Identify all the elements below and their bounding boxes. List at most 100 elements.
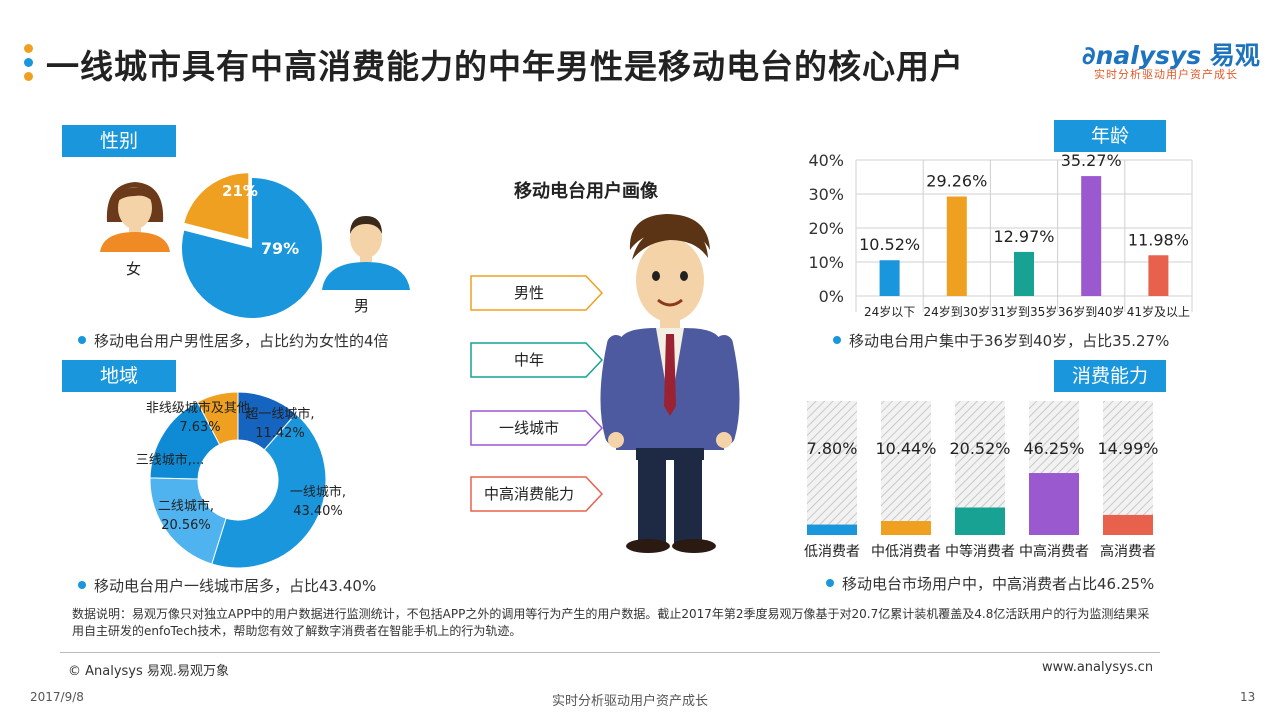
y-tick-label: 0% bbox=[819, 287, 844, 306]
footer-date: 2017/9/8 bbox=[30, 690, 84, 704]
age-bar-value-label: 10.52% bbox=[859, 235, 920, 254]
age-note-text: 移动电台用户集中于36岁到40岁，占比35.27% bbox=[849, 332, 1170, 350]
consumption-bar-background bbox=[1103, 401, 1153, 535]
donut-label-3: 三线城市,... bbox=[136, 452, 205, 468]
bullet-dot bbox=[78, 580, 86, 589]
age-bar-4 bbox=[1148, 255, 1169, 296]
region-note-text: 移动电台用户一线城市居多，占比43.40% bbox=[94, 577, 377, 595]
donut-label-0: 11.42% bbox=[255, 426, 305, 441]
user-persona-illustration bbox=[600, 214, 740, 553]
website-link[interactable]: www.analysys.cn bbox=[1042, 660, 1154, 675]
page-title: 一线城市具有中高消费能力的中年男性是移动电台的核心用户 bbox=[46, 47, 964, 86]
age-bar-1 bbox=[946, 196, 967, 296]
age-note: 移动电台用户集中于36岁到40岁，占比35.27% bbox=[833, 330, 1169, 351]
consumption-bar-1 bbox=[881, 521, 931, 535]
consumption-bar-4 bbox=[1103, 514, 1153, 535]
donut-label-4: 非线级城市及其他, bbox=[146, 400, 254, 416]
tag-male: 男性 bbox=[470, 275, 604, 311]
consumption-bar-background bbox=[807, 401, 857, 535]
age-bar-0 bbox=[879, 260, 900, 296]
tag-tier1-city: 一线城市 bbox=[470, 410, 604, 446]
pie-label-male: 79% bbox=[261, 239, 299, 258]
tag-tier1-city-text: 一线城市 bbox=[498, 419, 559, 437]
donut-slice-1 bbox=[211, 412, 327, 569]
y-tick-label: 20% bbox=[808, 219, 844, 238]
consumption-category-label: 中低消费者 bbox=[871, 544, 941, 560]
y-tick-label: 10% bbox=[808, 253, 844, 272]
pie-label-female: 21% bbox=[222, 182, 258, 200]
gender-pie-chart: 79% 21% bbox=[182, 173, 322, 318]
tag-mid-high-consumption-text: 中高消费能力 bbox=[483, 485, 574, 503]
tag-mid-high-consumption: 中高消费能力 bbox=[470, 476, 604, 512]
tag-middle-age: 中年 bbox=[470, 342, 604, 378]
consumption-note-text: 移动电台市场用户中，中高消费者占比46.25% bbox=[842, 575, 1155, 593]
age-category-label: 36岁到40岁 bbox=[1058, 304, 1125, 319]
donut-label-1: 43.40% bbox=[293, 504, 343, 519]
age-bar-3 bbox=[1081, 176, 1102, 296]
dot-3 bbox=[24, 72, 33, 81]
age-bar-value-label: 35.27% bbox=[1061, 151, 1122, 170]
consumption-bar-background bbox=[881, 401, 931, 535]
consumption-bar-value-label: 14.99% bbox=[1097, 439, 1158, 458]
bullet-dot bbox=[826, 578, 834, 587]
age-bar-value-label: 11.98% bbox=[1128, 230, 1189, 249]
center-title: 移动电台用户画像 bbox=[514, 181, 658, 202]
tag-arrow-shape bbox=[470, 476, 604, 512]
tag-arrow-shape bbox=[470, 410, 604, 446]
tag-arrow-shape bbox=[470, 342, 604, 378]
consumption-bar-0 bbox=[807, 524, 857, 535]
donut-label-2: 20.56% bbox=[161, 518, 211, 533]
region-note: 移动电台用户一线城市居多，占比43.40% bbox=[78, 575, 376, 596]
tag-arrow-shape bbox=[470, 275, 604, 311]
consumption-category-label: 中高消费者 bbox=[1019, 543, 1089, 560]
pie-slice-female bbox=[184, 173, 249, 240]
donut-label-0: 超一线城市, bbox=[245, 406, 314, 422]
female-label: 女 bbox=[126, 260, 142, 278]
data-note: 数据说明：易观万像只对独立APP中的用户数据进行监测统计，不包括APP之外的调用… bbox=[72, 607, 1150, 638]
consumption-note: 移动电台市场用户中，中高消费者占比46.25% bbox=[826, 573, 1154, 594]
gender-note: 移动电台用户男性居多，占比约为女性的4倍 bbox=[78, 330, 389, 351]
consumption-category-label: 高消费者 bbox=[1100, 543, 1156, 560]
consumption-bar-value-label: 10.44% bbox=[875, 439, 936, 458]
age-category-label: 31岁到35岁 bbox=[991, 304, 1058, 319]
logo-tagline: 实时分析驱动用户资产成长 bbox=[1094, 68, 1238, 81]
donut-label-1: 一线城市, bbox=[290, 484, 346, 500]
y-tick-label: 30% bbox=[808, 185, 844, 204]
bullet-dot bbox=[78, 335, 86, 344]
consumption-bar-chart: 7.80% 低消费者 10.44% 中低消费者 20.52% 中等消费者 46.25% 中高消… bbox=[804, 401, 1159, 560]
bullet-dot bbox=[833, 335, 841, 344]
donut-label-2: 二线城市, bbox=[158, 498, 214, 514]
consumption-bar-3 bbox=[1029, 473, 1079, 535]
copyright: © Analysys 易观.易观万象 bbox=[68, 664, 230, 679]
consumption-category-label: 低消费者 bbox=[804, 544, 860, 560]
consumption-category-label: 中等消费者 bbox=[945, 543, 1015, 560]
donut-slice-4 bbox=[196, 391, 239, 446]
consumption-section-label: 消费能力 bbox=[1054, 360, 1166, 392]
consumption-bar-value-label: 20.52% bbox=[949, 439, 1010, 458]
tag-middle-age-text: 中年 bbox=[513, 351, 544, 369]
age-bar-chart: 0% 10% 20% 30% 40% 10.52% 24岁以下 29.26% 24岁到30岁 12… bbox=[808, 151, 1193, 319]
age-bar-value-label: 29.26% bbox=[926, 172, 987, 191]
consumption-bar-value-label: 46.25% bbox=[1023, 439, 1084, 458]
age-bar-2 bbox=[1014, 251, 1034, 296]
dot-1 bbox=[24, 44, 33, 53]
age-section-label: 年龄 bbox=[1054, 120, 1166, 152]
age-category-label: 24岁以下 bbox=[864, 304, 915, 319]
page-number: 13 bbox=[1240, 690, 1256, 704]
consumption-bar-2 bbox=[955, 507, 1005, 535]
dot-2 bbox=[24, 58, 33, 67]
male-label: 男 bbox=[354, 297, 370, 315]
y-tick-label: 40% bbox=[808, 151, 844, 170]
male-avatar-icon bbox=[322, 216, 410, 290]
footer-slogan: 实时分析驱动用户资产成长 bbox=[552, 694, 709, 709]
logo-cn: 易观 bbox=[1209, 41, 1260, 70]
region-donut-chart: 超一线城市, 11.42% 一线城市, 43.40% 二线城市, 20.56% 三线城市,.… bbox=[136, 391, 346, 569]
logo-brand: nalysys bbox=[1095, 41, 1202, 70]
gender-note-text: 移动电台用户男性居多，占比约为女性的4倍 bbox=[94, 332, 389, 350]
tag-male-text: 男性 bbox=[513, 284, 544, 302]
donut-slice-2 bbox=[149, 477, 227, 565]
age-category-label: 24岁到30岁 bbox=[924, 304, 991, 319]
logo-swirl-icon: ∂ bbox=[1082, 41, 1096, 70]
pie-slice-male bbox=[182, 178, 322, 318]
analysys-logo: ∂nalysys 易观 bbox=[1082, 36, 1260, 72]
